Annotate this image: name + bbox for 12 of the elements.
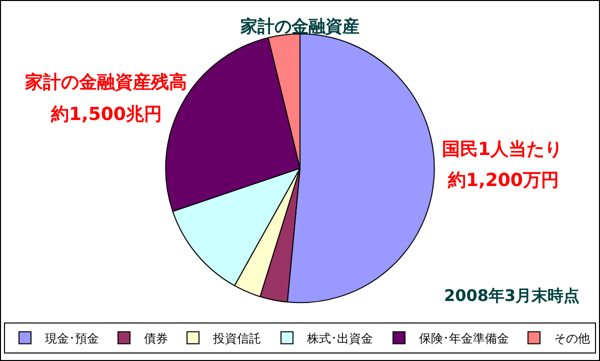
legend-label: 現金･預金 — [45, 331, 99, 346]
legend-label: 投資信託 — [212, 331, 261, 346]
legend-label: 株式･出資金 — [306, 331, 373, 346]
chart-title: 家計の金融資産 — [240, 17, 360, 38]
text: 2008年3月末時点 — [444, 286, 580, 305]
text: 約1,500兆円 — [50, 104, 162, 125]
legend-label: 債券 — [144, 331, 168, 346]
text: 国民1人当たり — [442, 139, 563, 160]
text: 家計の金融資産残高 — [24, 72, 187, 93]
legend-label: 保険･年金準備金 — [419, 331, 509, 346]
legend-label: その他 — [554, 331, 590, 346]
text: 約1,200万円 — [447, 170, 559, 191]
